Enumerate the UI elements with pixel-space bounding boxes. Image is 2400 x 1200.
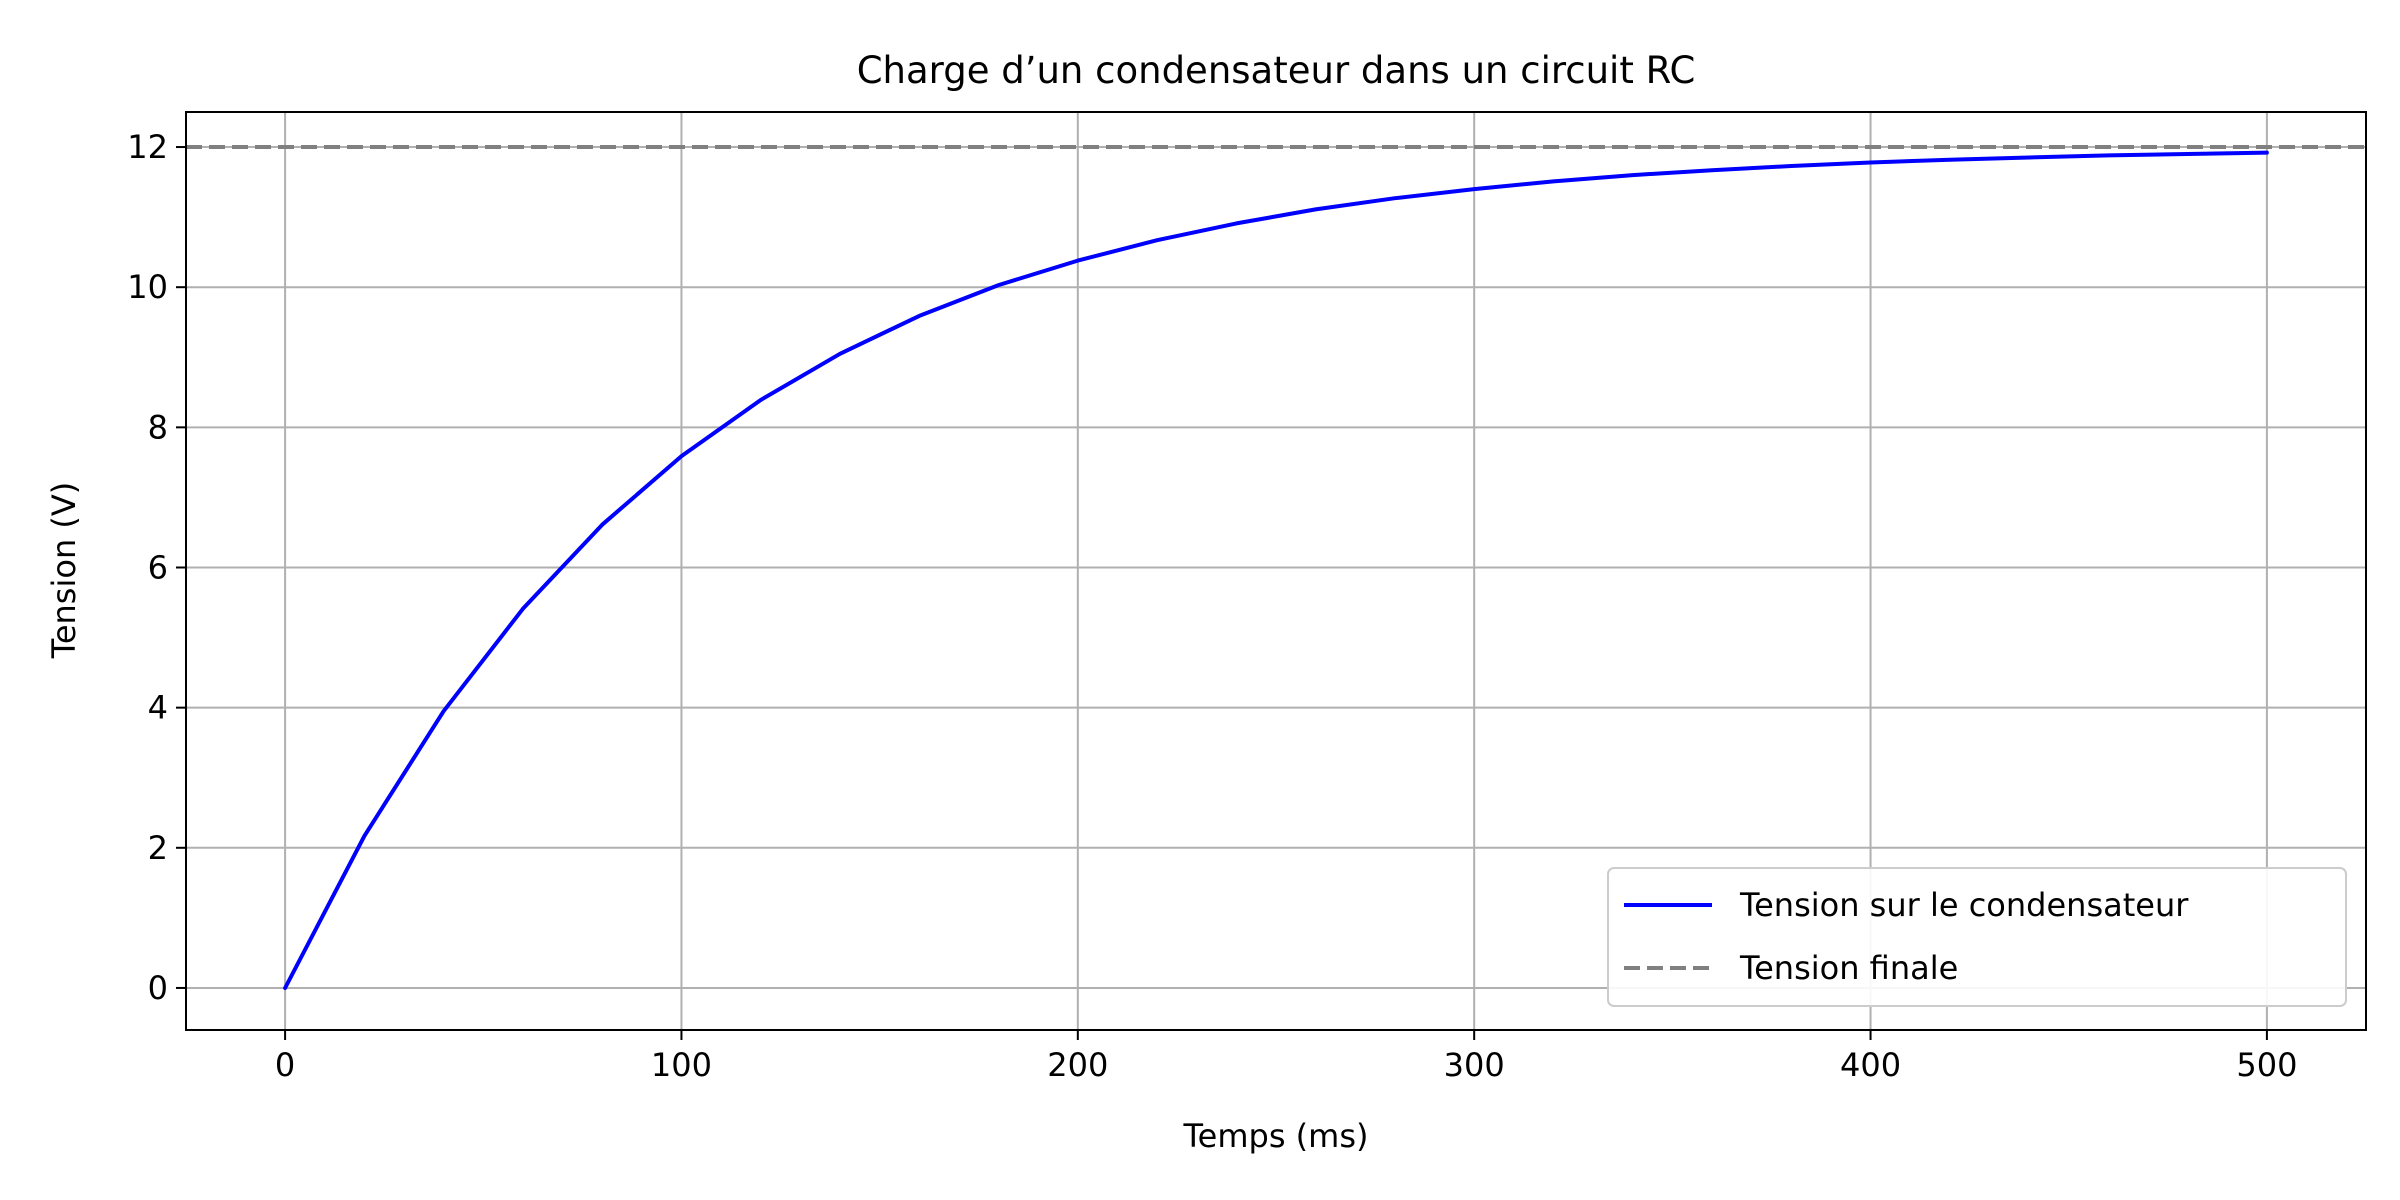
x-tick-label: 200 [1047, 1046, 1108, 1084]
y-tick-label: 10 [127, 268, 168, 306]
x-tick-label: 100 [651, 1046, 712, 1084]
x-tick-label: 400 [1840, 1046, 1901, 1084]
y-tick-label: 6 [148, 548, 168, 586]
legend-label-final-voltage: Tension finale [1739, 949, 1958, 987]
series-capacitor-voltage-line [283, 150, 2269, 990]
plot-frame [185, 111, 2367, 1031]
x-tick-label: 500 [2236, 1046, 2297, 1084]
y-tick-label: 8 [148, 408, 168, 446]
legend: Tension sur le condensateur Tension fina… [1607, 867, 2347, 1007]
y-tick-label: 2 [148, 829, 168, 867]
series-layer [186, 145, 2366, 990]
chart-title: Charge d’un condensateur dans un circuit… [857, 49, 1696, 92]
y-tick-label: 12 [127, 128, 168, 166]
legend-label-capacitor-voltage: Tension sur le condensateur [1739, 886, 2189, 924]
y-tick-label: 0 [148, 969, 168, 1007]
x-tick-label: 0 [275, 1046, 295, 1084]
y-axis-label: Tension (V) [45, 482, 83, 660]
x-tick-label: 300 [1444, 1046, 1505, 1084]
x-axis-label: Temps (ms) [1183, 1117, 1369, 1155]
axis-ticks: 0 100 200 300 400 500 0 2 4 6 8 10 12 [127, 128, 2297, 1084]
legend-box [1607, 867, 2347, 1007]
y-tick-label: 4 [148, 689, 168, 727]
